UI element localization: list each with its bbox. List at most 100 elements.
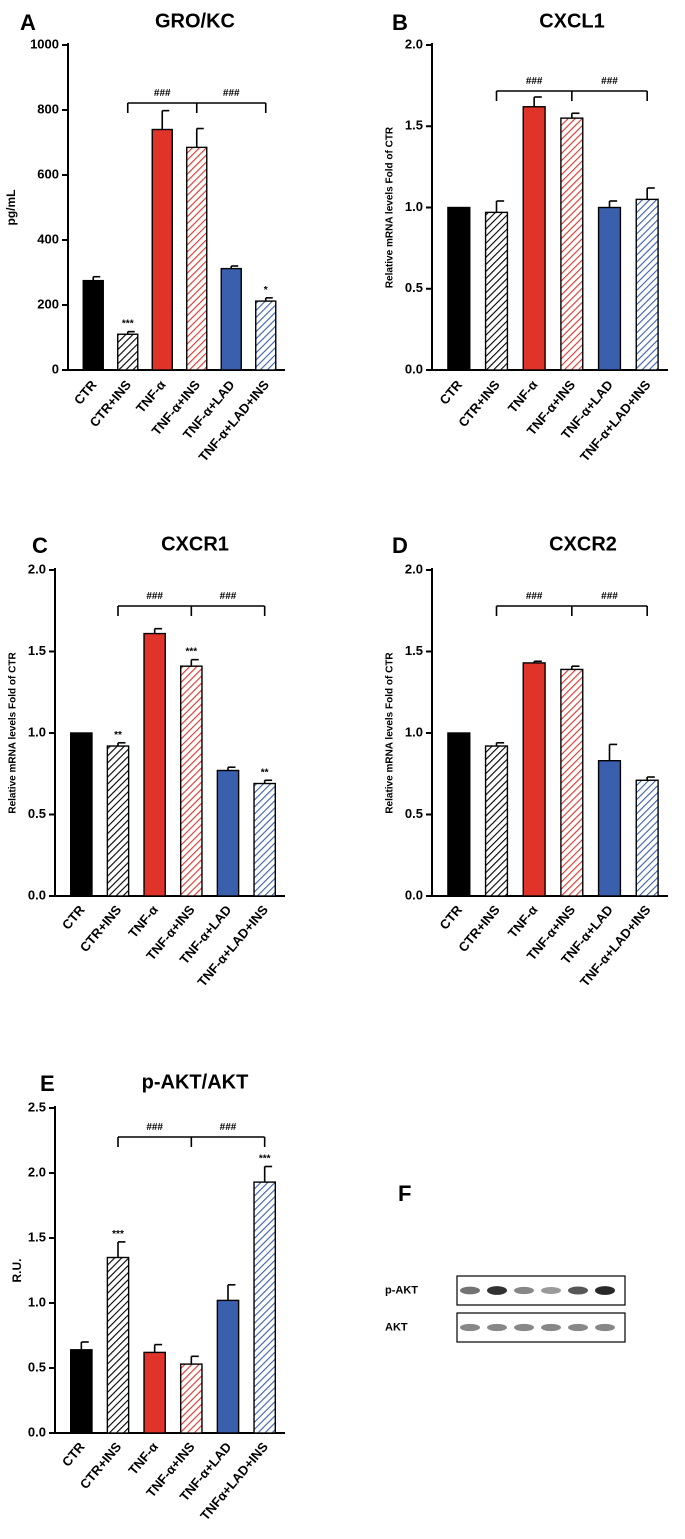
bar-3: [179, 1363, 203, 1434]
category-label: CTR: [436, 902, 465, 933]
blot-row-label: p-AKT: [385, 1284, 418, 1296]
bracket-label: ###: [220, 591, 237, 602]
bar-1: [106, 745, 130, 897]
y-tick-label: 200: [37, 296, 59, 311]
significance-bracket: ### ###: [117, 591, 266, 616]
category-label: CTR: [59, 902, 88, 933]
y-tick-label: 1.0: [405, 199, 423, 214]
y-axis-label: R.U.: [10, 1259, 24, 1283]
panel-letter: B: [392, 10, 408, 35]
category-label: CTR: [59, 1439, 88, 1470]
y-tick-label: 1.0: [28, 1294, 46, 1309]
blot-band: [514, 1286, 534, 1295]
y-tick-label: 2.0: [28, 1164, 46, 1179]
bar-0: [447, 732, 471, 897]
panel-letter: F: [398, 1181, 411, 1206]
category-label: CTR: [71, 377, 100, 408]
y-tick-label: 2.5: [28, 1099, 46, 1114]
y-tick-label: 1.5: [405, 118, 423, 133]
bar-0: [82, 279, 104, 371]
y-tick-label: 800: [37, 101, 59, 116]
category-label: TNF-α+LAD+INS: [194, 902, 271, 989]
bar-5: [635, 779, 659, 897]
category-label: TNFα+LAD+INS: [197, 1439, 271, 1523]
blot-band: [460, 1323, 480, 1332]
significance-marker: *: [264, 285, 268, 296]
significance-marker: ***: [185, 647, 197, 658]
y-tick-label: 0.5: [405, 280, 423, 295]
bar-1: [117, 333, 139, 371]
y-tick-label: 600: [37, 166, 59, 181]
category-label: CTR: [436, 377, 465, 408]
y-tick-label: 1.5: [28, 1229, 46, 1244]
bar-2: [522, 662, 546, 897]
chart-panel-c: C CXCR1 0.0 0.5 1.0 1.5 2.0 Relative mRNA level…: [8, 533, 285, 989]
significance-marker: ***: [122, 319, 134, 330]
y-tick-label: 0.0: [28, 887, 46, 902]
y-tick-label: 2.0: [405, 36, 423, 51]
significance-bracket: ### ###: [495, 591, 648, 616]
chart-title: p-AKT/AKT: [142, 1071, 249, 1093]
blot-band: [541, 1286, 561, 1295]
y-tick-label: 0: [52, 361, 59, 376]
y-tick-label: 1000: [30, 36, 59, 51]
blot-band: [595, 1286, 615, 1295]
bar-3: [179, 665, 203, 897]
blot-band: [487, 1323, 507, 1332]
panel-letter: A: [20, 10, 36, 35]
bracket-label: ###: [146, 1122, 163, 1133]
y-tick-label: 2.0: [28, 561, 46, 576]
bracket-label: ###: [526, 76, 543, 87]
bracket-label: ###: [526, 591, 543, 602]
y-tick-label: 0.5: [405, 806, 423, 821]
y-tick-label: 0.5: [28, 806, 46, 821]
y-tick-label: 0.0: [405, 887, 423, 902]
bar-3: [560, 117, 584, 371]
significance-marker: **: [114, 730, 122, 741]
blot-band: [568, 1286, 588, 1295]
bar-4: [220, 267, 242, 371]
y-tick-label: 2.0: [405, 561, 423, 576]
bar-4: [216, 769, 240, 897]
significance-bracket: ### ###: [495, 76, 648, 101]
bar-5: [253, 1181, 277, 1434]
chart-title: GRO/KC: [155, 10, 235, 32]
bar-0: [69, 1349, 93, 1434]
y-tick-label: 0.5: [28, 1359, 46, 1374]
bracket-label: ###: [223, 88, 240, 99]
blot-band: [460, 1286, 480, 1295]
bracket-label: ###: [601, 591, 618, 602]
bar-0: [447, 206, 471, 371]
significance-bracket: ### ###: [126, 88, 267, 113]
bracket-label: ###: [220, 1122, 237, 1133]
chart-title: CXCR2: [549, 533, 617, 555]
chart-title: CXCL1: [539, 10, 605, 32]
panel-letter: D: [392, 533, 408, 558]
chart-title: CXCR1: [161, 533, 229, 555]
significance-bracket: ### ###: [117, 1122, 266, 1147]
category-label: TNF-α: [505, 377, 541, 415]
bar-5: [253, 782, 277, 897]
bar-5: [255, 300, 277, 371]
y-tick-label: 1.0: [405, 724, 423, 739]
chart-panel-b: B CXCL1 0.0 0.5 1.0 1.5 2.0 Relative mRNA level…: [385, 10, 668, 464]
panel-letter: E: [40, 1071, 55, 1096]
y-tick-label: 0.0: [28, 1424, 46, 1439]
bracket-label: ###: [601, 76, 618, 87]
bracket-label: ###: [154, 88, 171, 99]
bar-2: [143, 1351, 167, 1434]
bar-4: [597, 206, 622, 371]
bar-3: [186, 146, 208, 371]
category-label: TNF-α: [125, 902, 161, 940]
y-tick-label: 1.5: [28, 643, 46, 658]
panel-letter: C: [32, 533, 48, 558]
bar-4: [597, 760, 622, 897]
category-label: TNF-α: [125, 1439, 161, 1477]
bar-3: [560, 668, 584, 897]
blot-band: [487, 1286, 507, 1295]
significance-marker: **: [261, 767, 269, 778]
bracket-label: ###: [146, 591, 163, 602]
y-tick-label: 400: [37, 231, 59, 246]
